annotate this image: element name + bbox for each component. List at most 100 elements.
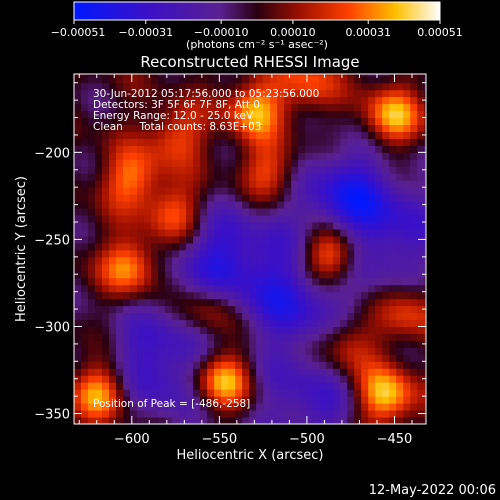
heatmap-cell	[228, 382, 236, 390]
heatmap-cell	[165, 110, 173, 119]
heatmap-cell	[263, 417, 271, 424]
heatmap-cell	[312, 326, 320, 334]
heatmap-cell	[347, 410, 355, 418]
heatmap-cell	[361, 305, 369, 314]
heatmap-cell	[242, 208, 250, 216]
heatmap-cell	[158, 180, 166, 188]
heatmap-cell	[396, 403, 404, 411]
heatmap-cell	[249, 187, 257, 195]
heatmap-cell	[396, 235, 404, 244]
heatmap-cell	[200, 305, 208, 314]
heatmap-cell	[102, 326, 110, 334]
heatmap-cell	[179, 166, 187, 174]
heatmap-cell	[123, 333, 131, 341]
heatmap-cell	[109, 194, 117, 202]
heatmap-cell	[158, 117, 166, 125]
heatmap-cell	[375, 249, 383, 258]
heatmap-cell	[410, 361, 418, 369]
heatmap-cell	[116, 187, 124, 195]
heatmap-cell	[382, 389, 390, 397]
heatmap-cell	[340, 187, 348, 195]
heatmap-cell	[165, 131, 173, 139]
heatmap-cell	[81, 138, 89, 146]
heatmap-cell	[235, 110, 243, 119]
heatmap-cell	[214, 75, 222, 84]
heatmap-cell	[186, 389, 194, 397]
heatmap-cell	[291, 326, 299, 334]
heatmap-cell	[165, 270, 173, 279]
heatmap-cell	[151, 145, 159, 153]
heatmap-cell	[172, 96, 180, 105]
heatmap-cell	[116, 222, 124, 230]
heatmap-cell	[179, 417, 187, 424]
heatmap-cell	[228, 201, 236, 209]
heatmap-cell	[312, 110, 320, 119]
heatmap-cell	[116, 89, 124, 98]
heatmap-cell	[340, 270, 348, 279]
heatmap-cell	[242, 194, 250, 202]
heatmap-cell	[291, 361, 299, 369]
heatmap-cell	[137, 389, 145, 397]
heatmap-cell	[319, 138, 327, 146]
heatmap-cell	[375, 305, 383, 314]
heatmap-cell	[361, 340, 369, 348]
heatmap-cell	[277, 194, 285, 202]
colorbar-ticks: −0.00051 −0.00031 −0.00010 0.00010 0.00031 0.…	[51, 20, 463, 39]
heatmap-cell	[417, 347, 425, 355]
heatmap-cell	[417, 417, 425, 424]
heatmap-cell	[88, 326, 96, 334]
heatmap-cell	[417, 215, 425, 223]
heatmap-cell	[186, 208, 194, 216]
heatmap-cell	[368, 361, 376, 369]
heatmap-cell	[144, 89, 152, 98]
heatmap-cell	[396, 131, 404, 139]
heatmap-cell	[123, 389, 131, 397]
heatmap-cell	[256, 138, 264, 146]
plot-frame	[73, 73, 427, 425]
heatmap-cell	[95, 403, 103, 411]
heatmap-cell	[368, 131, 376, 139]
heatmap-cell	[298, 74, 306, 77]
heatmap-cell	[235, 242, 243, 251]
heatmap-cell	[410, 166, 418, 174]
heatmap-cell	[256, 354, 264, 362]
heatmap-cell	[95, 277, 103, 286]
heatmap-cell	[326, 180, 334, 188]
heatmap-cell	[214, 326, 222, 334]
heatmap-cell	[193, 96, 201, 105]
heatmap-cell	[221, 361, 229, 369]
heatmap-cell	[298, 326, 306, 334]
annotation-detectors: Detectors: 3F 5F 6F 7F 8F, Att 0	[93, 99, 260, 111]
heatmap-cell	[382, 403, 390, 411]
heatmap-cell	[179, 284, 187, 293]
heatmap-cell	[74, 75, 82, 84]
heatmap-cell	[207, 228, 215, 237]
heatmap-cell	[102, 145, 110, 153]
heatmap-cell	[333, 319, 341, 327]
heatmap-cell	[179, 347, 187, 355]
heatmap-cell	[200, 256, 208, 265]
heatmap-cell	[347, 382, 355, 390]
heatmap-cell	[144, 75, 152, 84]
heatmap-cell	[263, 284, 271, 293]
heatmap-cell	[242, 277, 250, 286]
heatmap-cell	[179, 270, 187, 279]
heatmap-cell	[172, 152, 180, 160]
heatmap-cell	[221, 333, 229, 341]
heatmap-cell	[298, 382, 306, 390]
heatmap-cell	[298, 89, 306, 98]
heatmap-cell	[312, 131, 320, 139]
heatmap-cell	[130, 194, 138, 202]
heatmap-cell	[193, 242, 201, 251]
heatmap-cell	[74, 298, 82, 307]
heatmap-cell	[221, 340, 229, 348]
heatmap-cell	[130, 242, 138, 251]
x-tick-label: −450	[377, 432, 413, 447]
heatmap-cell	[102, 103, 110, 112]
heatmap-cell	[291, 215, 299, 223]
heatmap-cell	[193, 333, 201, 341]
heatmap-cell	[256, 284, 264, 293]
heatmap-cell	[172, 82, 180, 91]
heatmap-cell	[137, 103, 145, 112]
heatmap-cell	[305, 235, 313, 244]
